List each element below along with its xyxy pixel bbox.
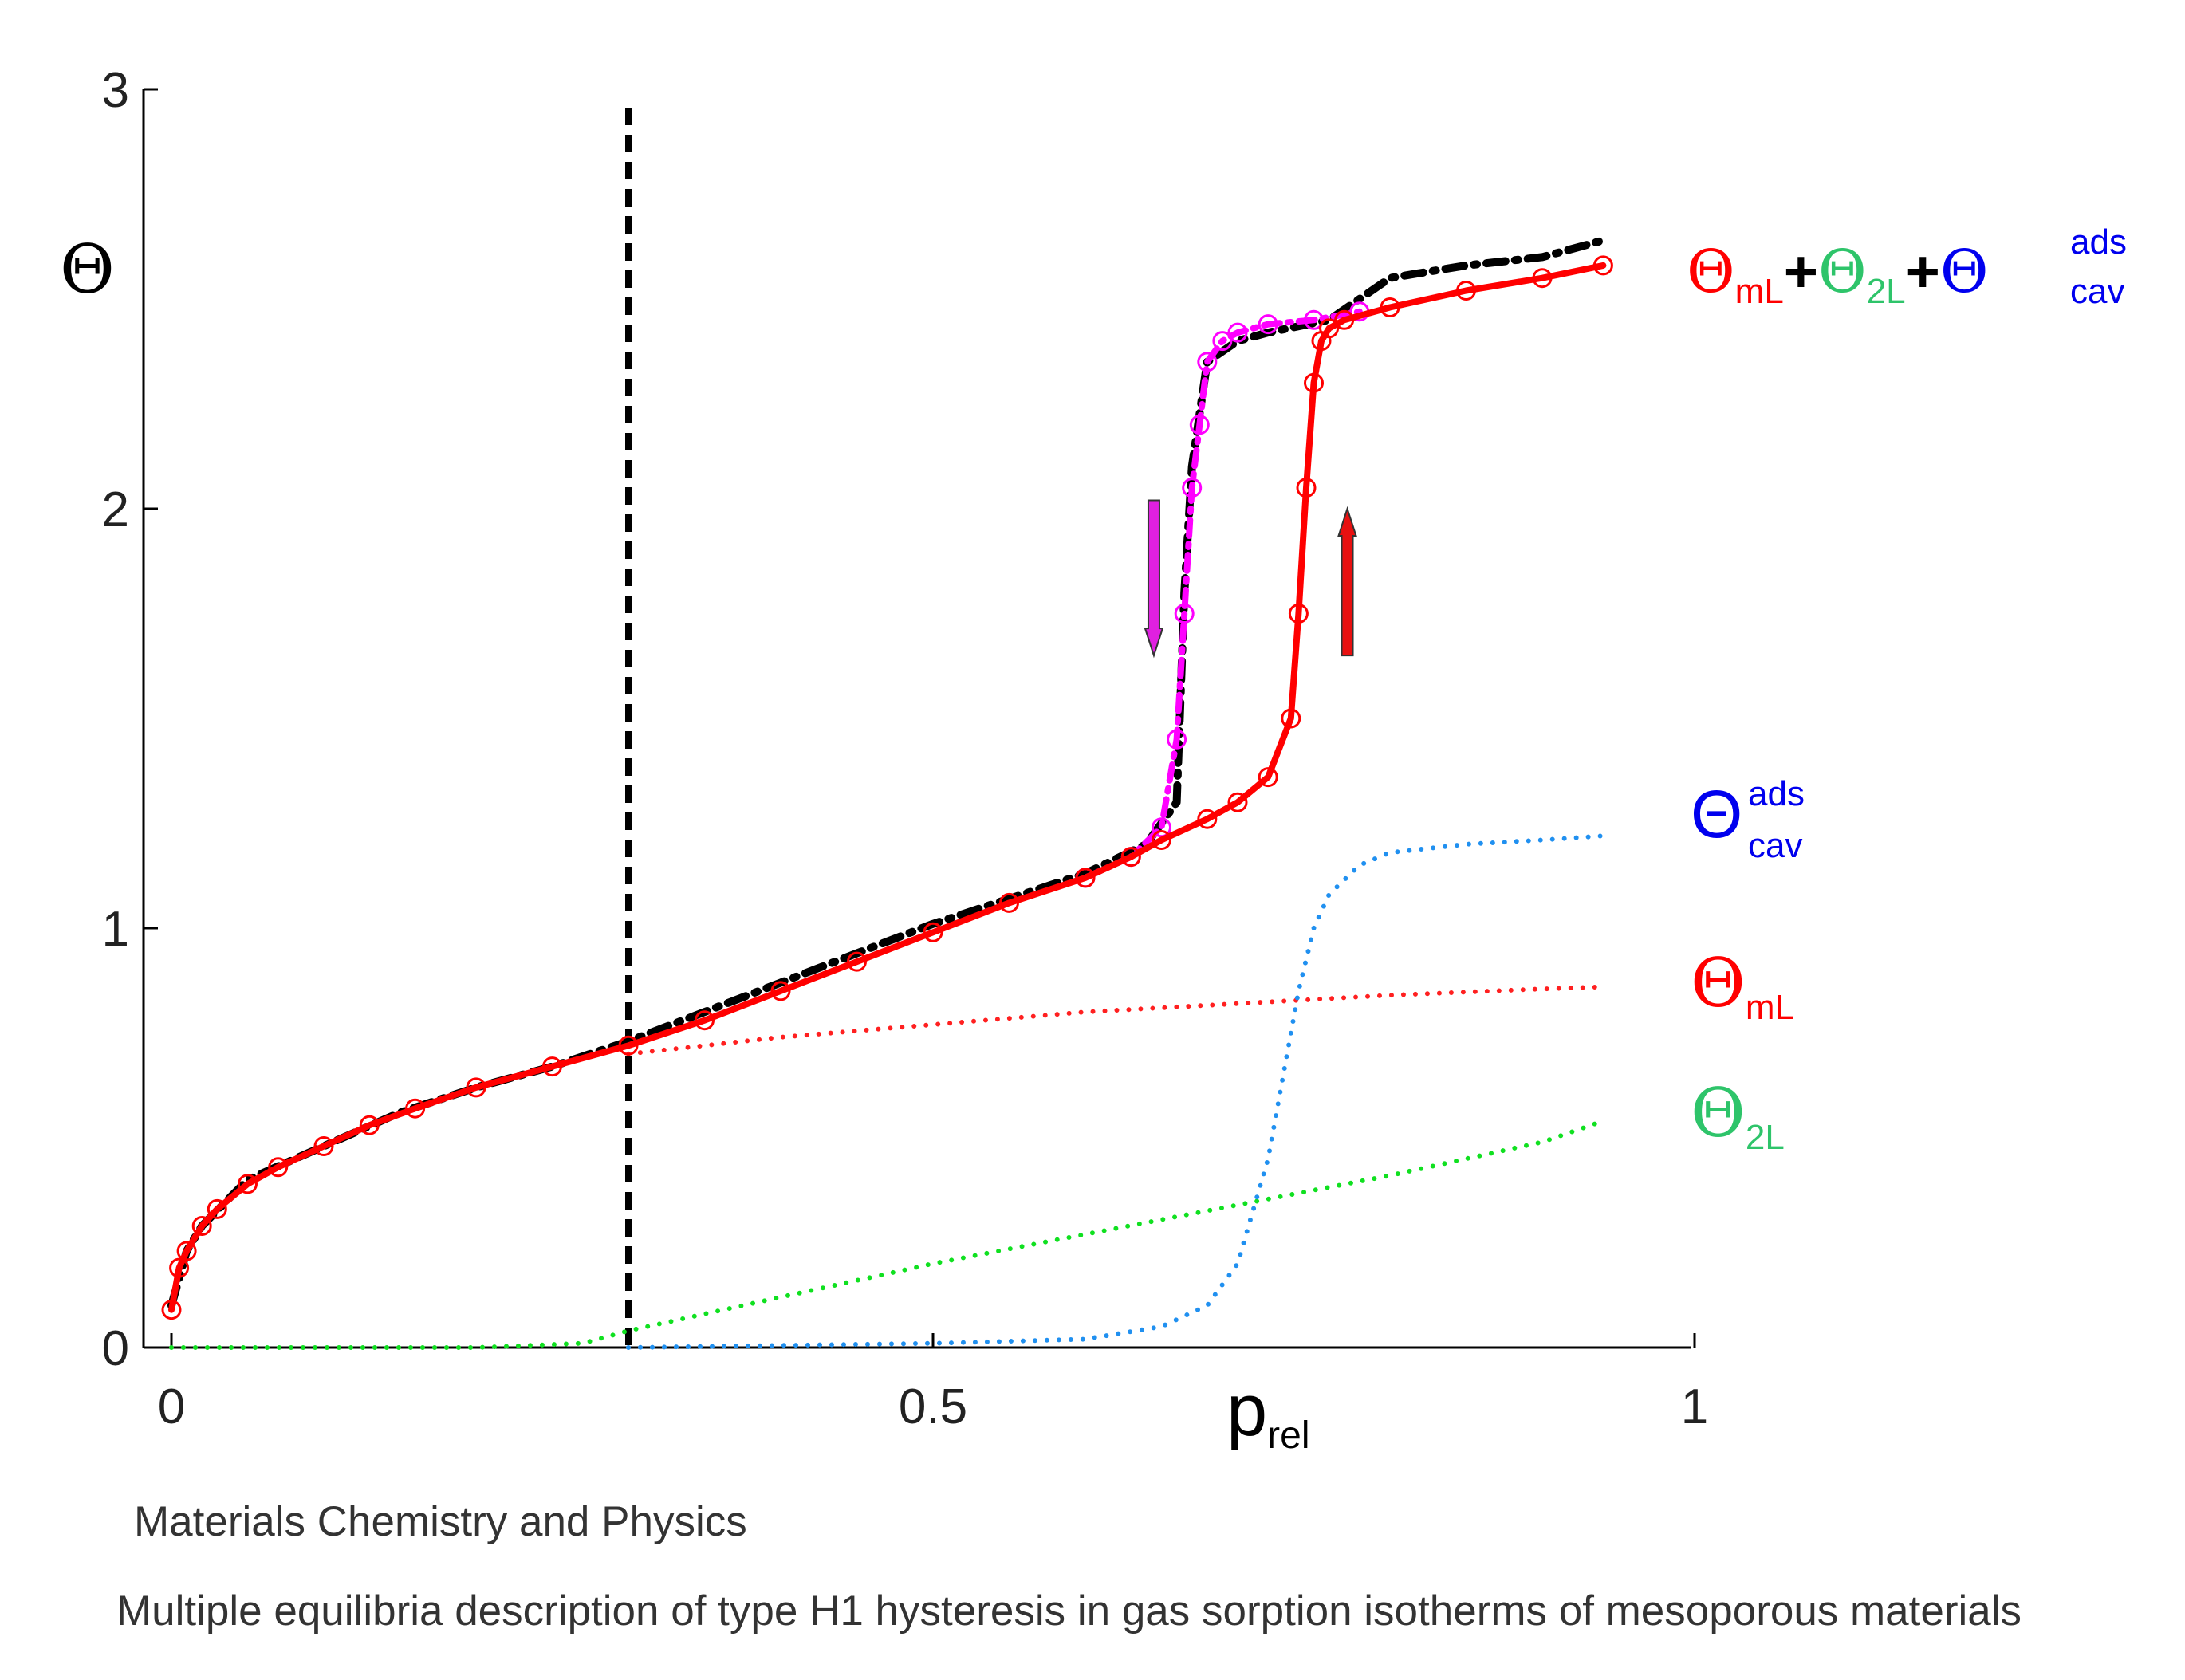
series-marker-adsorption_fit <box>1532 268 1553 289</box>
series-line-experimental <box>167 236 1608 1310</box>
arrow-down <box>1144 499 1164 659</box>
series-marker-adsorption_fit <box>466 1077 486 1098</box>
x-axis-label-sub: rel <box>1267 1414 1309 1457</box>
legend-total-2L-symbol: Θ <box>1818 238 1867 306</box>
legend-cav-sup: ads <box>1748 774 1805 813</box>
series-marker-adsorption_fit <box>161 1300 182 1320</box>
series-marker-adsorption_fit <box>1281 708 1301 729</box>
series-marker-adsorption_fit <box>847 951 867 972</box>
series-marker-adsorption_fit <box>542 1056 562 1077</box>
x-tick-label: 1 <box>1681 1379 1708 1434</box>
legend-2L-sub: 2L <box>1746 1118 1785 1157</box>
series-line-desorption_fit <box>1082 308 1363 881</box>
legend-mL: ΘmL <box>1691 944 1794 1027</box>
series-marker-desorption_fit <box>1304 309 1324 330</box>
series-marker-adsorption_fit <box>238 1174 258 1194</box>
caption-title: Multiple equilibria description of type … <box>116 1588 2022 1635</box>
y-axis-label: Θ <box>60 230 115 309</box>
series-marker-desorption_fit <box>1189 415 1210 435</box>
series-marker-adsorption_fit <box>618 1035 639 1056</box>
series-marker-adsorption_fit <box>1258 767 1278 788</box>
x-axis-label: prel <box>1226 1370 1310 1457</box>
series-marker-desorption_fit <box>1197 352 1218 372</box>
axes <box>142 89 1691 1349</box>
legend-total-cav-sup: ads <box>2070 222 2127 262</box>
y-tick-label: 2 <box>102 482 129 537</box>
legend-mL-sub: mL <box>1746 988 1794 1027</box>
series-marker-desorption_fit <box>1227 322 1248 343</box>
y-tick-label: 3 <box>102 63 129 118</box>
legend-cav-symbol: Θ <box>1691 777 1742 852</box>
series-marker-desorption_fit <box>1174 604 1195 624</box>
series-marker-adsorption_fit <box>1075 868 1096 888</box>
series-marker-desorption_fit <box>1152 817 1171 838</box>
series-marker-adsorption_fit <box>268 1157 289 1178</box>
series-marker-adsorption_fit <box>176 1241 197 1261</box>
series-marker-adsorption_fit <box>1319 318 1340 339</box>
series-marker-adsorption_fit <box>695 1010 715 1031</box>
legend-total-cav-sub: cav <box>2070 272 2124 311</box>
series-marker-adsorption_fit <box>405 1098 426 1119</box>
legend-total: ΘmL+Θ2L+Θ <box>1687 238 1989 311</box>
series-marker-adsorption_fit <box>1380 297 1400 317</box>
series-marker-adsorption_fit <box>1197 809 1218 829</box>
legend-mL-symbol: Θ <box>1691 944 1746 1022</box>
arrows <box>1144 499 1357 659</box>
x-tick-label: 0 <box>158 1379 185 1434</box>
series-marker-desorption_fit <box>1167 729 1187 750</box>
series-line-adsorption_fit <box>168 262 1607 1313</box>
series-marker-adsorption_fit <box>1120 847 1141 868</box>
y-tick-label: 0 <box>102 1321 129 1376</box>
series-marker-adsorption_fit <box>1227 792 1248 812</box>
series-group <box>161 236 1613 1350</box>
series-marker-adsorption_fit <box>1296 478 1317 498</box>
ticks: 0 0.5 1 0 1 2 3 <box>102 63 1709 1434</box>
series-marker-desorption_fit <box>1212 331 1233 352</box>
series-marker-adsorption_fit <box>1304 372 1324 393</box>
series-marker-adsorption_fit <box>359 1115 380 1135</box>
legend-total-plus-2: + <box>1906 238 1940 305</box>
caption-journal: Materials Chemistry and Physics <box>134 1498 747 1545</box>
series-marker-adsorption_fit <box>191 1216 212 1236</box>
legend-total-plus-1: + <box>1784 238 1818 305</box>
series-marker-desorption_fit <box>1182 478 1203 498</box>
legend-total-mL-symbol: Θ <box>1687 238 1735 306</box>
series-marker-adsorption_fit <box>999 892 1019 913</box>
series-marker-adsorption_fit <box>923 922 943 942</box>
series-marker-adsorption_fit <box>1592 255 1613 276</box>
series-line-theta_mL_component <box>626 984 1606 1056</box>
series-line-theta_2L_component <box>169 1119 1606 1350</box>
legend-cav-sub: cav <box>1748 826 1802 865</box>
series-marker-adsorption_fit <box>770 981 791 1001</box>
series-marker-adsorption_fit <box>1288 604 1309 624</box>
legend-2L: Θ2L <box>1691 1074 1785 1157</box>
series-marker-adsorption_fit <box>207 1198 227 1219</box>
arrow-up <box>1337 506 1357 657</box>
series-line-theta_cav_component <box>626 833 1606 1350</box>
series-marker-adsorption_fit <box>169 1257 190 1278</box>
series-marker-adsorption_fit <box>1152 830 1171 850</box>
legend-total-cav-symbol: Θ <box>1940 238 1989 306</box>
legend-total-mL-sub: mL <box>1735 272 1784 311</box>
series-marker-adsorption_fit <box>1334 309 1355 330</box>
x-tick-label: 0.5 <box>899 1379 967 1434</box>
y-tick-label: 1 <box>102 902 129 957</box>
series-marker-desorption_fit <box>1258 314 1278 335</box>
series-marker-adsorption_fit <box>313 1136 334 1156</box>
legend-2L-symbol: Θ <box>1691 1074 1746 1152</box>
series-marker-adsorption_fit <box>1456 281 1476 301</box>
x-axis-label-main: p <box>1226 1370 1267 1451</box>
legend-total-2L-sub: 2L <box>1867 272 1906 311</box>
